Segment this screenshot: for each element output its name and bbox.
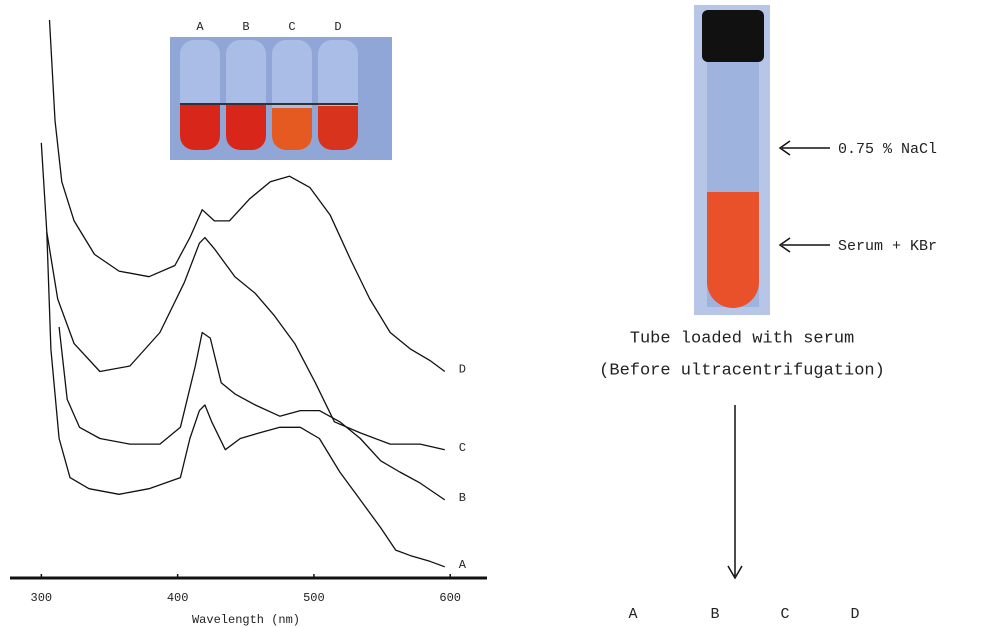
x-tick-label: 500 xyxy=(303,591,325,605)
x-axis-label: Wavelength (nm) xyxy=(192,613,300,627)
series-label: D xyxy=(459,363,466,377)
inset-label: D xyxy=(334,20,341,34)
fraction-label: B xyxy=(710,606,719,623)
fraction-label: A xyxy=(628,606,637,623)
fraction-label: D xyxy=(850,606,859,623)
spectrum-line xyxy=(58,326,446,501)
series-label: A xyxy=(459,558,467,572)
series-label: B xyxy=(459,491,466,505)
caption: Tube loaded with serum xyxy=(630,329,854,348)
caption: (Before ultracentrifugation) xyxy=(599,361,885,380)
tube-cap xyxy=(702,10,764,62)
spectrum-line xyxy=(46,231,446,568)
tube-fill xyxy=(180,104,220,150)
inset-photo: A B C D xyxy=(170,20,392,160)
fraction-label: C xyxy=(780,606,789,623)
tube-fill xyxy=(272,108,312,150)
inset-label: B xyxy=(242,20,249,34)
tube-photo: 0.75 % NaCl Serum + KBr Tube loaded with… xyxy=(599,5,937,623)
series-label: C xyxy=(459,441,466,455)
tube-label: 0.75 % NaCl xyxy=(838,141,937,158)
spectrum-line xyxy=(40,142,445,451)
x-tick-label: 600 xyxy=(439,591,461,605)
tube-fill xyxy=(318,106,358,150)
inset-label: C xyxy=(288,20,295,34)
x-tick-label: 300 xyxy=(31,591,53,605)
x-tick-label: 400 xyxy=(167,591,189,605)
spectrum-line xyxy=(48,19,446,373)
serum-layer xyxy=(707,192,759,308)
arrow-head xyxy=(778,237,791,253)
tube-label: Serum + KBr xyxy=(838,238,937,255)
tube-fill xyxy=(226,104,266,150)
inset-label: A xyxy=(196,20,204,34)
arrow-head xyxy=(778,140,791,156)
arrow-head xyxy=(727,565,743,580)
